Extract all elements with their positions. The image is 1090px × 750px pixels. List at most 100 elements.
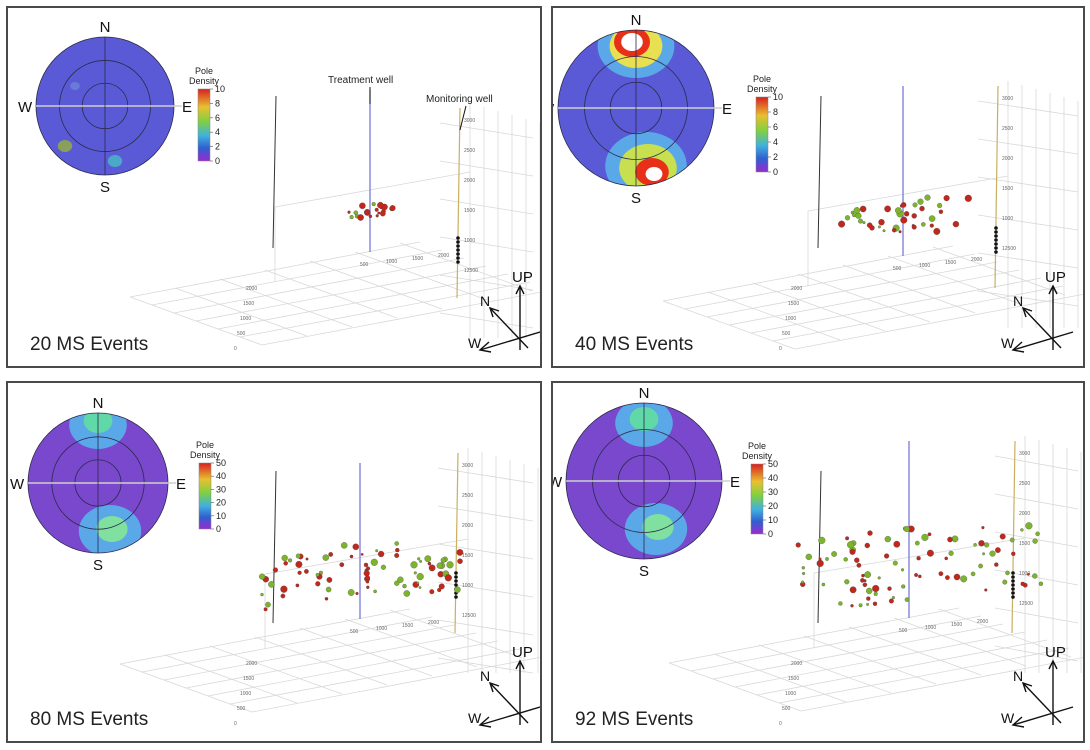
microseismic-event <box>440 557 446 563</box>
density-contour <box>645 167 663 181</box>
panel-title: 20 MS Events <box>30 334 149 355</box>
grid-line <box>354 251 488 301</box>
grid-line <box>437 657 534 674</box>
grid-line <box>750 277 1042 334</box>
density-contour <box>96 516 128 542</box>
microseismic-event <box>1032 573 1038 579</box>
grid-line <box>164 654 298 704</box>
microseismic-event <box>872 601 878 606</box>
depth-tick-label: 2000 <box>1019 511 1030 517</box>
grid-line <box>994 493 1079 510</box>
depth-tick-label: 12500 <box>1002 246 1016 252</box>
monitoring-well-line <box>454 452 459 634</box>
microseismic-event <box>280 593 286 599</box>
depth-tick-label: 2000 <box>1002 156 1013 162</box>
easting-tick-label: 1500 <box>945 260 956 266</box>
microseismic-event <box>1002 579 1008 585</box>
microseismic-event <box>340 542 348 549</box>
grid-line <box>977 252 1079 269</box>
grid-line <box>195 265 487 322</box>
depth-tick-label: 2500 <box>462 493 473 499</box>
geophone-marker <box>1011 595 1015 599</box>
grid-line <box>807 175 1009 212</box>
depth-tick-label: 12500 <box>462 613 476 619</box>
grid-line <box>151 249 443 306</box>
monitoring-well-line <box>994 85 999 289</box>
microseismic-event <box>438 583 445 590</box>
microseismic-event <box>377 550 385 558</box>
colorbar-tick-label: 10 <box>216 511 226 521</box>
grid-line <box>264 269 398 319</box>
microseismic-event <box>397 576 404 583</box>
microseismic-event <box>428 564 436 572</box>
up-arrow-head <box>1048 284 1058 295</box>
microseismic-event <box>295 553 301 559</box>
microseismic-event <box>263 607 268 612</box>
microseismic-event <box>357 214 364 221</box>
microseismic-event <box>315 572 320 577</box>
northing-tick-label: 2000 <box>246 286 257 292</box>
compass-east-label: E <box>730 474 740 491</box>
colorbar-tick-label: 6 <box>773 122 778 132</box>
microseismic-event <box>295 560 303 568</box>
microseismic-event <box>371 202 376 207</box>
grid-line <box>174 287 308 337</box>
geophone-marker <box>456 244 460 248</box>
microseismic-event <box>878 219 885 226</box>
west-arrow-head <box>1011 716 1025 728</box>
density-contour <box>621 33 643 51</box>
up-arrow-head <box>1048 659 1058 670</box>
microseismic-event <box>916 556 921 561</box>
microseismic-event <box>389 205 396 212</box>
geophone-marker <box>994 230 998 234</box>
monitoring-well-line <box>456 107 461 299</box>
microseismic-event <box>847 541 855 549</box>
northing-tick-label: 500 <box>782 706 791 712</box>
microseismic-event <box>904 597 910 602</box>
microseismic-event <box>914 540 920 546</box>
compass-north-label: N <box>631 12 642 29</box>
west-axis-line <box>479 706 540 726</box>
compass-east-label: E <box>176 476 186 493</box>
grid-line <box>794 293 1083 350</box>
north-axis-line <box>1022 682 1062 724</box>
compass-north-label: N <box>100 19 111 36</box>
microseismic-event <box>295 583 300 588</box>
microseismic-event <box>360 553 364 556</box>
microseismic-event <box>898 230 902 234</box>
microseismic-event <box>363 570 370 577</box>
grid-line <box>772 285 1064 342</box>
microseismic-event <box>416 573 424 581</box>
microseismic-event <box>928 215 936 222</box>
grid-line <box>299 627 433 677</box>
microseismic-event <box>978 563 983 569</box>
microseismic-event <box>370 558 378 566</box>
microseismic-event <box>944 556 948 561</box>
northing-tick-label: 1500 <box>788 676 799 682</box>
microseismic-event <box>850 604 854 608</box>
microseismic-event <box>801 566 805 570</box>
microseismic-event <box>1009 537 1015 543</box>
microseismic-event <box>943 195 950 202</box>
grid-line <box>437 467 534 484</box>
microseismic-event <box>948 550 954 556</box>
orientation-axes <box>1011 659 1074 728</box>
northing-tick-label: 2000 <box>246 661 257 667</box>
monitoring-well-annotation: Monitoring well <box>426 94 493 105</box>
depth-tick-label: 1500 <box>1002 186 1013 192</box>
grid-line <box>752 282 886 332</box>
microseismic-event <box>849 548 856 555</box>
grid-line <box>713 653 847 703</box>
depth-tick-label: 1000 <box>464 238 475 244</box>
geophone-marker <box>454 571 458 575</box>
colorbar-title: Pole <box>196 440 214 450</box>
treatment-well-annotation: Treatment well <box>328 75 393 86</box>
microseismic-event <box>349 554 354 559</box>
microseismic-event <box>380 564 386 570</box>
geophone-marker <box>1011 587 1015 591</box>
depth-tick-label: 2000 <box>464 178 475 184</box>
northing-tick-label: 1500 <box>788 301 799 307</box>
microseismic-event <box>402 583 407 589</box>
up-arrow-head <box>515 284 525 295</box>
colorbar-tick-label: 20 <box>768 501 778 511</box>
